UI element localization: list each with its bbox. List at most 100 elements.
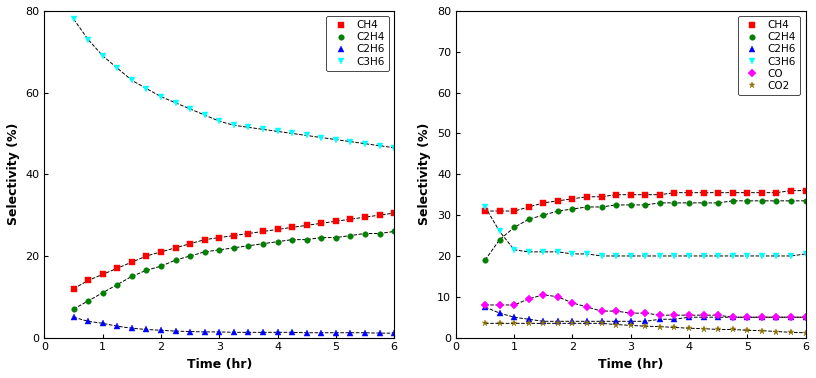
C2H4 — [200, 249, 210, 254]
CO2 — [800, 330, 810, 335]
CH4 — [596, 195, 606, 199]
CO2 — [626, 323, 636, 328]
CH4 — [113, 266, 122, 271]
C2H6 — [302, 330, 312, 335]
CO — [494, 303, 504, 307]
C2H4 — [743, 198, 752, 203]
Line: C2H6: C2H6 — [71, 314, 397, 336]
CO — [698, 313, 708, 318]
CO2 — [509, 321, 519, 325]
C3H6 — [568, 252, 578, 256]
CH4 — [539, 201, 548, 205]
C3H6 — [375, 143, 384, 148]
CO — [568, 301, 578, 305]
C2H6 — [786, 315, 796, 319]
C2H6 — [331, 330, 341, 335]
C3H6 — [215, 119, 224, 124]
CH4 — [200, 237, 210, 242]
CO — [728, 315, 738, 319]
C3H6 — [331, 137, 341, 142]
C2H6 — [375, 331, 384, 335]
C2H4 — [524, 217, 534, 222]
C2H6 — [127, 326, 137, 330]
C2H4 — [243, 243, 253, 248]
C2H4 — [684, 201, 694, 205]
C2H4 — [375, 231, 384, 236]
C2H4 — [185, 254, 195, 258]
C2H4 — [171, 258, 180, 262]
C2H6 — [698, 315, 708, 319]
C2H6 — [360, 330, 370, 335]
C2H4 — [786, 198, 796, 203]
CO — [480, 303, 490, 307]
CO2 — [611, 322, 621, 327]
Legend: CH4, C2H4, C2H6, C3H6, CO, CO2: CH4, C2H4, C2H6, C3H6, CO, CO2 — [738, 16, 800, 95]
C2H6 — [258, 330, 268, 335]
C2H4 — [655, 201, 665, 205]
CO — [655, 313, 665, 318]
Y-axis label: Selectivity (%): Selectivity (%) — [419, 123, 432, 226]
C3H6 — [113, 66, 122, 70]
CO2 — [524, 321, 534, 325]
CO — [743, 315, 752, 319]
C3H6 — [713, 254, 723, 258]
C2H4 — [582, 205, 592, 209]
C3H6 — [582, 252, 592, 256]
C3H6 — [509, 248, 519, 252]
C2H4 — [509, 225, 519, 230]
Line: CH4: CH4 — [482, 188, 809, 214]
CH4 — [728, 191, 738, 195]
CO — [582, 305, 592, 309]
CH4 — [524, 205, 534, 209]
C3H6 — [670, 254, 680, 258]
C3H6 — [141, 86, 151, 91]
Line: C3H6: C3H6 — [482, 204, 809, 259]
CH4 — [141, 254, 151, 258]
C2H6 — [200, 330, 210, 334]
C2H6 — [98, 321, 108, 325]
C2H4 — [757, 198, 767, 203]
C2H4 — [287, 237, 297, 242]
C2H6 — [655, 317, 665, 322]
C2H6 — [626, 319, 636, 324]
CH4 — [258, 229, 268, 234]
CH4 — [215, 235, 224, 240]
C2H6 — [480, 305, 490, 309]
CH4 — [243, 231, 253, 236]
C2H4 — [626, 203, 636, 207]
C3H6 — [360, 141, 370, 146]
Line: C2H6: C2H6 — [482, 304, 809, 324]
CO — [786, 315, 796, 319]
Legend: CH4, C2H4, C2H6, C3H6: CH4, C2H4, C2H6, C3H6 — [326, 16, 389, 71]
CO2 — [743, 328, 752, 333]
CH4 — [582, 195, 592, 199]
CO — [800, 315, 810, 319]
C2H4 — [611, 203, 621, 207]
C2H6 — [757, 315, 767, 319]
C2H6 — [713, 315, 723, 319]
C2H6 — [743, 315, 752, 319]
C3H6 — [185, 107, 195, 111]
C2H4 — [229, 246, 239, 250]
C3H6 — [626, 254, 636, 258]
CH4 — [509, 209, 519, 213]
C2H6 — [539, 319, 548, 324]
CO — [611, 309, 621, 313]
CO2 — [582, 321, 592, 325]
C3H6 — [553, 249, 563, 254]
C3H6 — [243, 125, 253, 130]
X-axis label: Time (hr): Time (hr) — [187, 358, 252, 371]
C3H6 — [800, 252, 810, 256]
C3H6 — [171, 101, 180, 105]
C3H6 — [771, 254, 781, 258]
C2H6 — [273, 330, 282, 335]
CO — [757, 315, 767, 319]
C2H4 — [83, 299, 93, 303]
CH4 — [185, 242, 195, 246]
CH4 — [480, 209, 490, 213]
CH4 — [98, 272, 108, 277]
CO2 — [757, 328, 767, 333]
C2H6 — [494, 311, 504, 315]
C2H6 — [345, 330, 355, 335]
CH4 — [655, 192, 665, 197]
